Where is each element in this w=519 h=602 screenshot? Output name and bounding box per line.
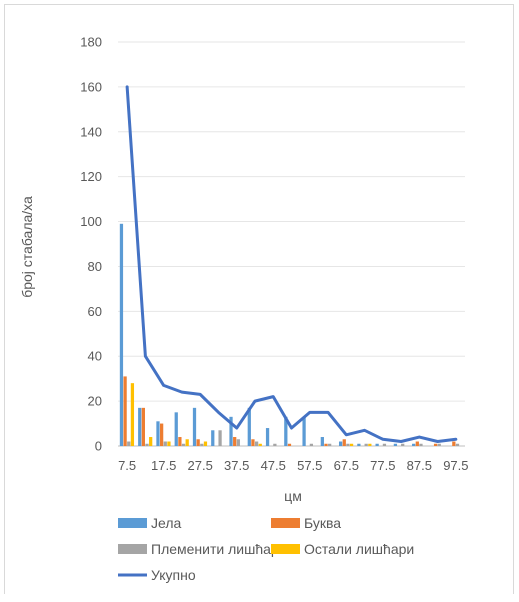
bar-1-42.5 [247, 407, 251, 446]
bar-1-82.5 [393, 443, 398, 446]
bar-2-87.5 [415, 441, 419, 446]
bar-3-22.5 [181, 443, 186, 446]
bar-1-27.5 [192, 407, 197, 446]
bar-2-37.5 [233, 437, 237, 446]
bar-1-62.5 [320, 437, 324, 446]
bar-1-67.5 [338, 441, 343, 446]
y-tick-label: 40 [88, 349, 102, 364]
bar-2-17.5 [160, 423, 164, 446]
total-series-line [125, 85, 458, 444]
bar-3-87.5 [419, 443, 423, 446]
bar-3-12.5 [145, 443, 149, 446]
bar-1-57.5 [302, 416, 306, 446]
bar-3-57.5 [309, 443, 314, 446]
y-tick-label: 0 [95, 439, 102, 454]
bar-2-97.5 [452, 441, 456, 446]
x-tick-label: 77.5 [370, 458, 395, 473]
bar-1-32.5 [211, 430, 215, 446]
y-axis-ticks: 0 20 40 60 80 100 120 140 160 180 [80, 35, 102, 454]
legend: Јела Буква Племенити лишћари Остали лишћари… [118, 515, 414, 583]
bar-4-17.5 [167, 441, 171, 446]
bar-1-17.5 [156, 421, 160, 446]
x-tick-label: 37.5 [224, 458, 249, 473]
x-axis-title: цм [284, 488, 302, 504]
bar-3-97.5 [455, 443, 460, 446]
chart-svg: 0 20 40 60 80 100 120 140 160 180 7.5 17.5 27.5 37.5… [19, 35, 469, 584]
bar-1-77.5 [375, 443, 379, 446]
bar-4-42.5 [258, 443, 262, 446]
legend-label: Племенити лишћари [151, 541, 287, 557]
bar-3-72.5 [364, 443, 368, 446]
legend-swatch [118, 544, 147, 554]
bar-2-27.5 [196, 439, 200, 446]
y-tick-label: 180 [80, 35, 102, 50]
bar-3-62.5 [328, 443, 332, 446]
bar-3-77.5 [382, 443, 387, 446]
bar-4-7.5 [130, 383, 135, 446]
bar-1-72.5 [357, 443, 361, 446]
legend-label: Јела [151, 515, 181, 531]
x-tick-label: 27.5 [188, 458, 213, 473]
bar-1-12.5 [138, 407, 142, 446]
bar-2-42.5 [251, 439, 255, 446]
bar-4-12.5 [149, 437, 153, 446]
bar-3-82.5 [401, 443, 405, 446]
x-tick-label: 87.5 [407, 458, 432, 473]
x-tick-label: 97.5 [443, 458, 468, 473]
bar-3-32.5 [218, 430, 222, 446]
chart-area: 0 20 40 60 80 100 120 140 160 180 7.5 17.5 27.5 37.5… [4, 4, 514, 594]
y-tick-label: 120 [80, 169, 102, 184]
legend-label: Укупно [151, 567, 196, 583]
bar-2-12.5 [141, 407, 145, 446]
y-tick-label: 80 [88, 259, 102, 274]
bar-3-7.5 [127, 441, 131, 446]
legend-swatch [271, 518, 300, 528]
y-tick-label: 160 [80, 79, 102, 94]
bars [119, 223, 460, 446]
bar-2-67.5 [342, 439, 346, 446]
bar-4-22.5 [185, 439, 189, 446]
x-tick-label: 7.5 [118, 458, 136, 473]
bar-2-92.5 [433, 443, 438, 446]
bar-3-92.5 [437, 443, 441, 446]
bar-3-67.5 [346, 443, 350, 446]
bar-1-47.5 [265, 428, 270, 446]
y-tick-label: 60 [88, 304, 102, 319]
bar-3-42.5 [254, 441, 259, 446]
bar-1-37.5 [229, 416, 233, 446]
total-line [125, 85, 458, 444]
gridlines [118, 41, 465, 447]
bar-4-27.5 [203, 441, 208, 446]
y-tick-label: 20 [88, 394, 102, 409]
bar-4-72.5 [368, 443, 372, 446]
bar-4-67.5 [349, 443, 354, 446]
bar-1-22.5 [174, 412, 178, 446]
x-tick-label: 47.5 [261, 458, 286, 473]
bar-1-52.5 [284, 416, 288, 446]
y-tick-label: 100 [80, 214, 102, 229]
bar-2-22.5 [178, 437, 182, 446]
y-axis-title: број стабала/ха [19, 196, 35, 298]
bar-1-7.5 [119, 223, 124, 446]
legend-swatch [271, 544, 300, 554]
bar-3-47.5 [273, 443, 277, 446]
x-tick-label: 17.5 [151, 458, 176, 473]
legend-swatch [118, 518, 147, 528]
x-tick-label: 67.5 [334, 458, 359, 473]
y-tick-label: 140 [80, 124, 102, 139]
bar-3-37.5 [236, 439, 240, 446]
bar-3-17.5 [163, 441, 167, 446]
x-tick-label: 57.5 [297, 458, 322, 473]
bar-3-27.5 [200, 443, 204, 446]
x-axis-ticks: 7.5 17.5 27.5 37.5 47.5 57.5 67.5 77.5 87.5 97.5 [118, 458, 468, 473]
bar-1-87.5 [412, 443, 416, 446]
bar-2-7.5 [123, 376, 127, 446]
legend-label: Буква [304, 515, 341, 531]
bar-2-62.5 [324, 443, 328, 446]
legend-label: Остали лишћари [304, 541, 414, 557]
bar-2-52.5 [287, 443, 292, 446]
